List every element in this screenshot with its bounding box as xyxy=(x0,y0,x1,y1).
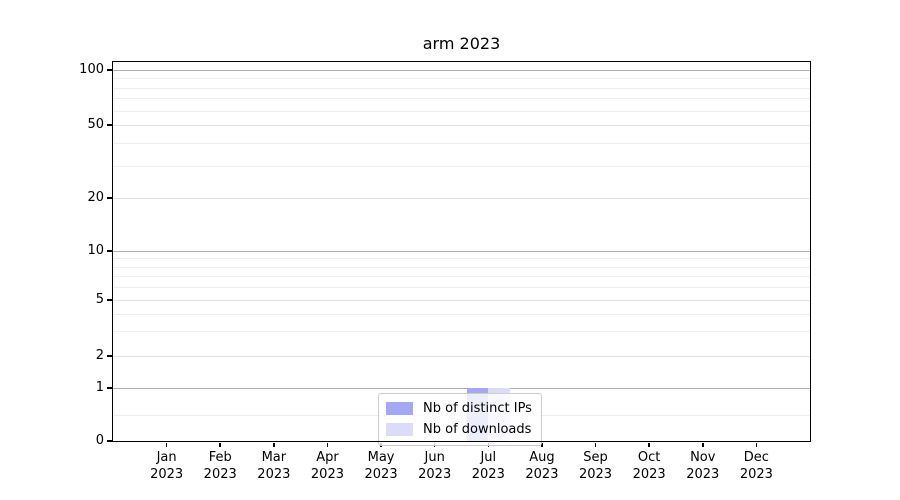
legend-label-downloads: Nb of downloads xyxy=(423,422,532,437)
major-gridline xyxy=(113,356,810,357)
x-tick-label: Jun 2023 xyxy=(418,450,452,482)
x-tick-mark xyxy=(165,442,168,447)
y-tick-label: 2 xyxy=(95,348,104,363)
y-tick-mark xyxy=(107,250,113,252)
y-tick-label: 20 xyxy=(87,190,104,205)
legend: Nb of distinct IPs Nb of downloads xyxy=(378,393,542,446)
minor-gridline xyxy=(113,276,810,278)
minor-gridline xyxy=(113,98,810,100)
x-tick-mark xyxy=(326,442,329,447)
y-tick-label: 1 xyxy=(95,380,104,395)
minor-gridline xyxy=(113,87,810,89)
x-tick-label: Aug 2023 xyxy=(525,450,559,482)
x-tick-mark xyxy=(273,442,275,447)
x-tick-mark xyxy=(648,442,650,447)
y-tick-label: 100 xyxy=(79,62,104,77)
y-tick-mark xyxy=(107,299,113,301)
legend-label-distinct-ips: Nb of distinct IPs xyxy=(423,401,532,416)
y-tick-mark xyxy=(107,355,113,357)
x-tick-mark xyxy=(755,442,758,447)
y-tick-mark xyxy=(107,197,113,199)
minor-gridline xyxy=(113,165,810,167)
y-tick-label: 5 xyxy=(95,292,104,307)
x-tick-mark xyxy=(541,442,543,447)
decade-gridline xyxy=(113,251,810,252)
y-tick-mark xyxy=(107,69,113,71)
decade-gridline xyxy=(113,388,810,389)
minor-gridline xyxy=(113,258,810,260)
legend-item-distinct-ips: Nb of distinct IPs xyxy=(386,399,532,418)
y-tick-mark xyxy=(107,440,113,442)
major-gridline xyxy=(113,125,810,126)
x-tick-mark xyxy=(219,442,221,447)
x-tick-label: Nov 2023 xyxy=(686,450,720,482)
y-tick-mark xyxy=(107,124,113,126)
y-tick-mark xyxy=(107,387,113,389)
x-tick-label: Jul 2023 xyxy=(471,450,505,482)
x-tick-label: Oct 2023 xyxy=(632,450,666,482)
minor-gridline xyxy=(113,287,810,289)
minor-gridline xyxy=(113,313,810,315)
x-tick-label: Feb 2023 xyxy=(203,450,237,482)
plot-area xyxy=(113,62,810,441)
legend-swatch-downloads-icon xyxy=(386,423,413,436)
legend-swatch-distinct-ips-icon xyxy=(386,402,413,415)
minor-gridline xyxy=(113,142,810,144)
minor-gridline xyxy=(113,266,810,268)
major-gridline xyxy=(113,300,810,301)
chart-title: arm 2023 xyxy=(422,34,501,53)
minor-gridline xyxy=(113,331,810,333)
major-gridline xyxy=(113,198,810,199)
y-tick-label: 10 xyxy=(87,243,104,258)
minor-gridline xyxy=(113,110,810,112)
x-tick-mark xyxy=(702,442,704,447)
minor-gridline xyxy=(113,78,810,80)
x-tick-label: May 2023 xyxy=(364,450,398,482)
x-tick-label: Dec 2023 xyxy=(739,450,773,482)
y-tick-label: 50 xyxy=(87,117,104,132)
x-tick-label: Mar 2023 xyxy=(257,450,291,482)
x-tick-mark xyxy=(594,442,597,447)
y-tick-label: 0 xyxy=(95,433,104,448)
x-tick-label: Sep 2023 xyxy=(578,450,613,482)
x-tick-label: Jan 2023 xyxy=(150,450,184,482)
x-tick-label: Apr 2023 xyxy=(310,450,344,482)
legend-item-downloads: Nb of downloads xyxy=(386,420,532,439)
decade-gridline xyxy=(113,70,810,71)
